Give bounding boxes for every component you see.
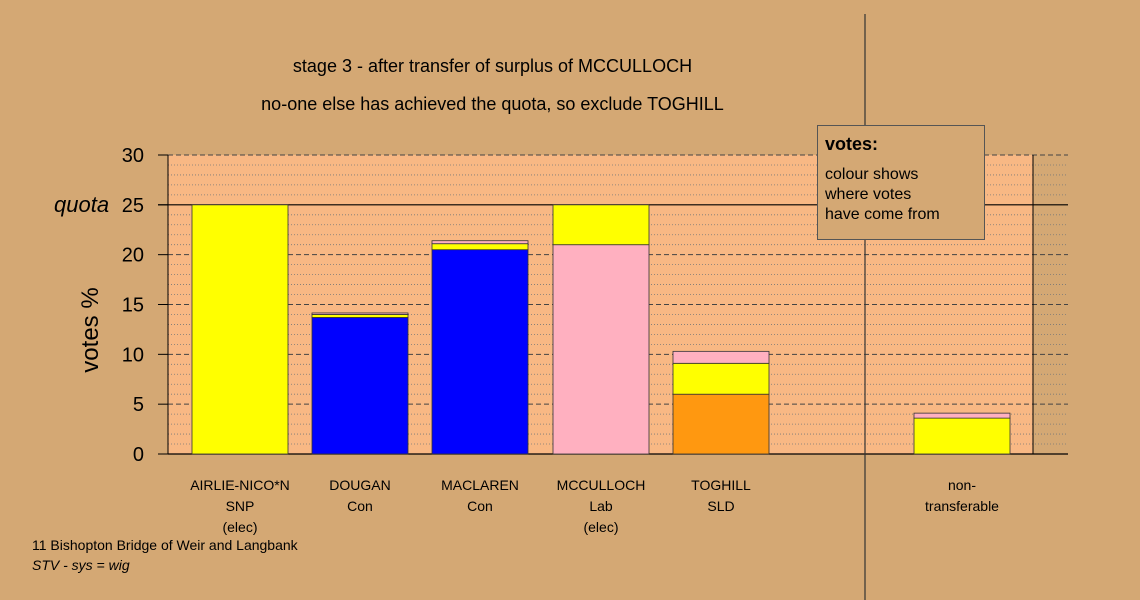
legend-line: where votes: [825, 186, 912, 203]
bar-segment: [913, 412, 1011, 419]
x-tick-label: MCCULLOCH: [557, 477, 646, 493]
bar-segment: [311, 314, 409, 318]
y-tick-label: 5: [133, 394, 144, 416]
bar-segment: [191, 204, 289, 455]
bar-segment: [552, 244, 650, 455]
legend-title: votes:: [825, 134, 879, 154]
bar-segment: [672, 393, 770, 455]
bar-segment: [311, 317, 409, 455]
y-tick-label: 10: [122, 344, 144, 366]
legend-line: colour shows: [825, 166, 919, 183]
bar-segment: [311, 312, 409, 315]
y-tick-label: 25: [122, 195, 144, 217]
y-tick-label: 15: [122, 295, 144, 317]
bar-segment: [431, 243, 529, 251]
y-axis-label: votes %: [77, 287, 104, 372]
x-tick-label: SNP: [226, 498, 255, 514]
x-tick-label: Con: [467, 498, 493, 514]
x-tick-label: MACLAREN: [441, 477, 519, 493]
x-tick-label: AIRLIE-NICO*N: [190, 477, 290, 493]
x-tick-label: (elec): [222, 519, 257, 535]
y-tick-label: 30: [122, 145, 144, 167]
y-tick-label: 0: [133, 444, 144, 466]
bar-segment: [913, 417, 1011, 455]
legend-box: votes: colour shows where votes have com…: [817, 125, 985, 240]
x-tick-label: transferable: [925, 498, 999, 514]
x-tick-label: (elec): [583, 519, 618, 535]
bar-segment: [431, 240, 529, 245]
system-label: STV - sys = wig: [32, 557, 130, 573]
y-tick-label: 20: [122, 245, 144, 267]
chart-title: stage 3 - after transfer of surplus of M…: [292, 56, 693, 76]
x-tick-label: SLD: [707, 498, 734, 514]
bar-segment: [672, 362, 770, 395]
x-tick-label: Con: [347, 498, 373, 514]
bar-segment: [431, 249, 529, 455]
bar-segment: [552, 204, 650, 246]
legend-line: have come from: [825, 206, 940, 223]
x-tick-label: Lab: [589, 498, 613, 514]
x-tick-label: TOGHILL: [691, 477, 751, 493]
constituency-label: 11 Bishopton Bridge of Weir and Langbank: [32, 537, 298, 553]
x-tick-label: DOUGAN: [329, 477, 390, 493]
bar-segment: [672, 350, 770, 364]
x-tick-label: non-: [948, 477, 976, 493]
chart-subtitle: no-one else has achieved the quota, so e…: [261, 94, 724, 114]
quota-label: quota: [54, 192, 109, 217]
